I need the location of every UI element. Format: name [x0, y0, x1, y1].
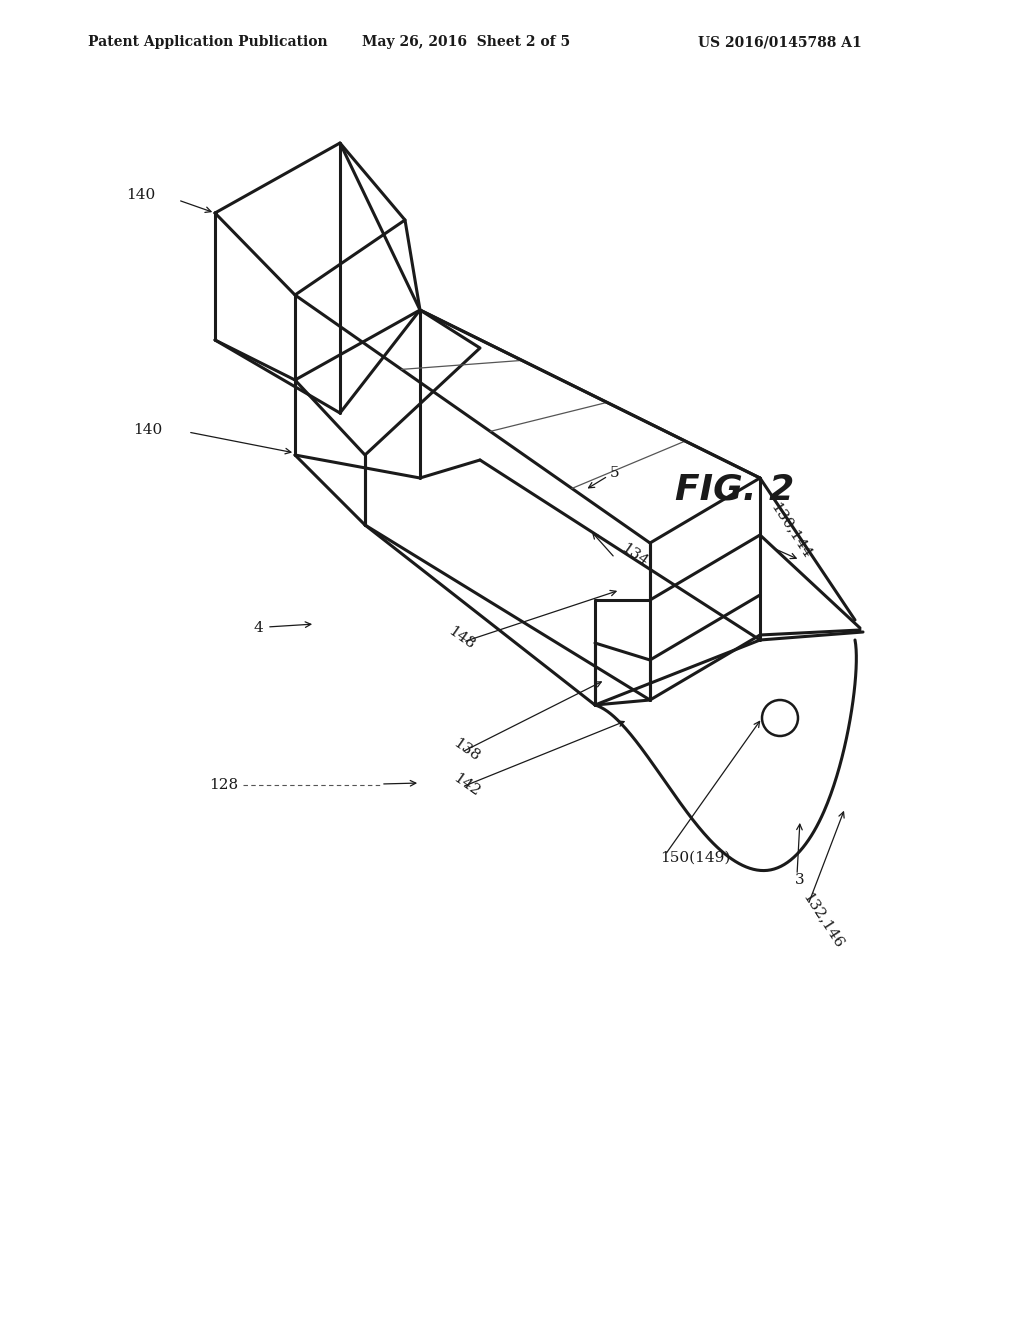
Text: 3: 3 [795, 873, 805, 887]
Text: 138: 138 [450, 737, 481, 764]
Text: 128: 128 [209, 777, 238, 792]
Text: 130,144: 130,144 [768, 500, 814, 560]
Text: 148: 148 [445, 624, 477, 652]
Text: FIG. 2: FIG. 2 [675, 473, 795, 507]
Text: 4: 4 [253, 620, 263, 635]
Text: Patent Application Publication: Patent Application Publication [88, 36, 328, 49]
Text: May 26, 2016  Sheet 2 of 5: May 26, 2016 Sheet 2 of 5 [362, 36, 570, 49]
Text: 150(149): 150(149) [660, 851, 730, 865]
Text: 132,146: 132,146 [800, 890, 846, 950]
Text: 140: 140 [133, 422, 162, 437]
Text: 142: 142 [450, 771, 482, 799]
Text: 5: 5 [610, 466, 620, 480]
Text: US 2016/0145788 A1: US 2016/0145788 A1 [698, 36, 862, 49]
Text: 134: 134 [618, 541, 650, 569]
Text: 140: 140 [126, 187, 155, 202]
